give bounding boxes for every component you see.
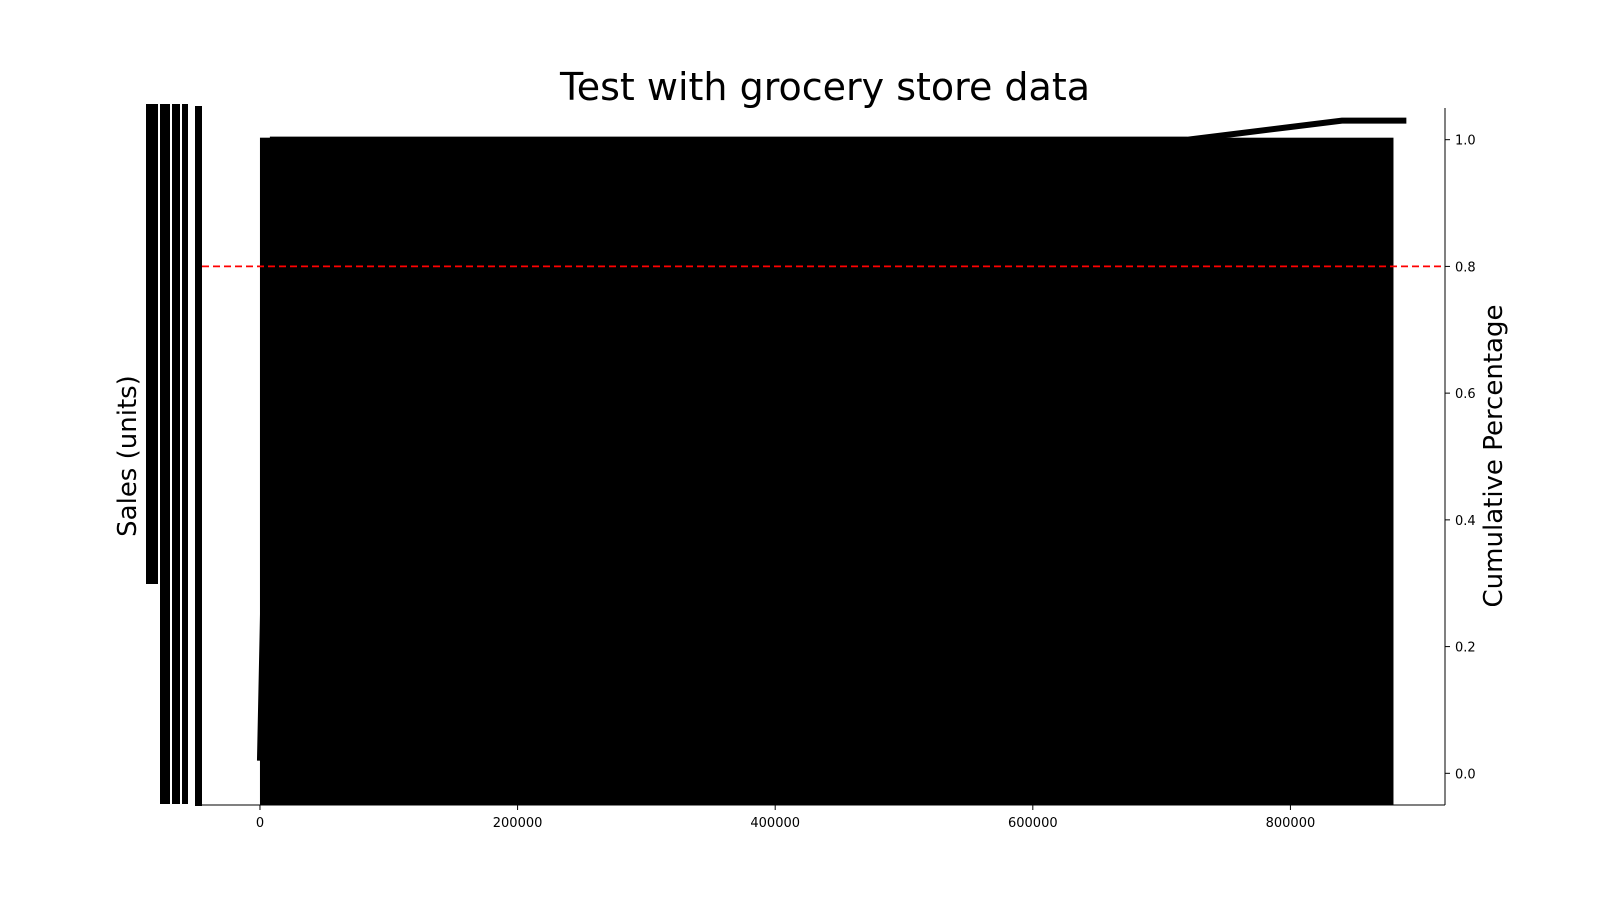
chart-title: Test with grocery store data <box>559 65 1090 109</box>
x-tick-label: 200000 <box>493 816 543 831</box>
y2-tick-label: 0.6 <box>1455 387 1476 402</box>
y-axis-label: Sales (units) <box>113 375 143 537</box>
plot-area: 0 200000 400000 600000 800000 0.0 0.2 0.4 0.6 0.8… <box>202 108 1476 831</box>
y-overflow-labels <box>146 104 202 806</box>
y2-tick-label: 1.0 <box>1455 134 1476 149</box>
x-tick-label: 400000 <box>750 816 800 831</box>
overflow-block-4 <box>182 104 188 804</box>
x-tick-label: 600000 <box>1008 816 1058 831</box>
cumulative-line <box>256 117 1407 761</box>
overflow-block-2 <box>160 104 170 804</box>
bars-block <box>259 137 1394 805</box>
x-tick-label: 800000 <box>1266 816 1316 831</box>
y2-tick-label: 0.8 <box>1455 260 1476 275</box>
y2-tick-label: 0.4 <box>1455 514 1476 529</box>
y2-tick-label: 0.0 <box>1455 767 1476 782</box>
y2-tick-label: 0.2 <box>1455 641 1476 656</box>
x-tick-label: 0 <box>256 816 264 831</box>
overflow-block-1 <box>146 104 158 584</box>
overflow-block-5 <box>195 106 202 806</box>
y2-axis-label: Cumulative Percentage <box>1479 305 1509 608</box>
overflow-block-3 <box>172 104 180 804</box>
